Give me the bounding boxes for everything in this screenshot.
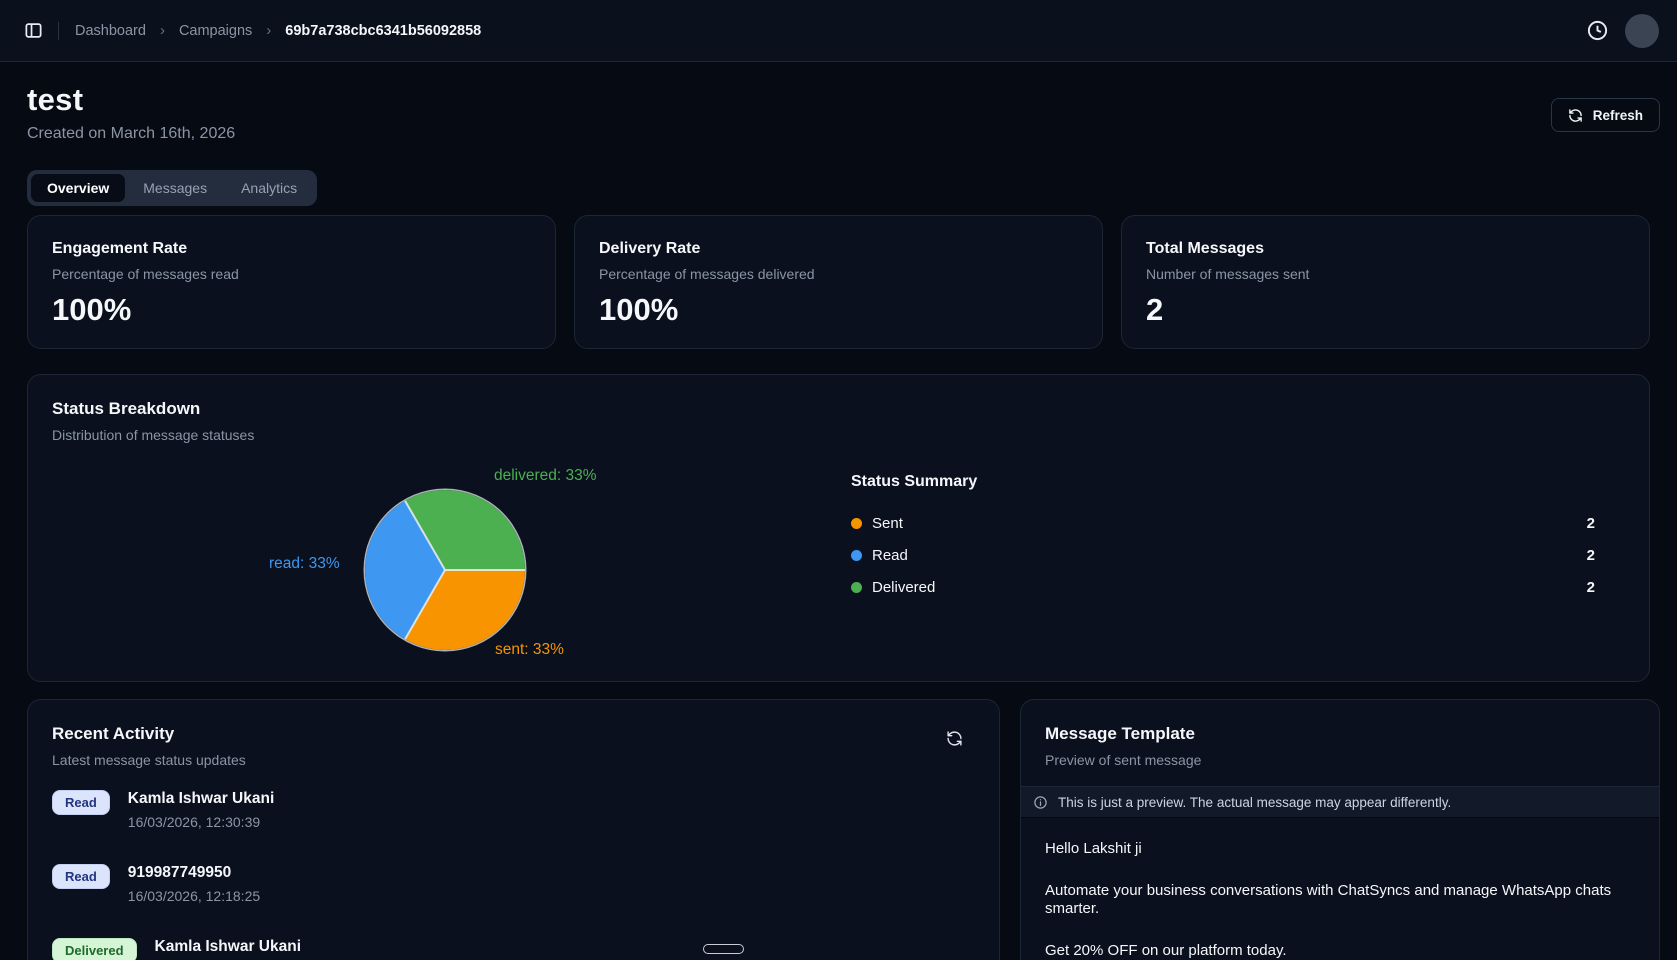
list-item: Read Kamla Ishwar Ukani 16/03/2026, 12:3…: [52, 790, 975, 830]
created-date: Created on March 16th, 2026: [27, 125, 236, 142]
summary-row-read: Read 2: [851, 539, 1595, 571]
stat-title: Total Messages: [1146, 240, 1264, 257]
stat-title: Delivery Rate: [599, 240, 701, 257]
status-summary: Status Summary Sent 2 Read 2 Delivered 2: [851, 473, 1595, 603]
template-preview-body: Hello Lakshit ji Automate your business …: [1021, 818, 1659, 960]
activity-list: Read Kamla Ishwar Ukani 16/03/2026, 12:3…: [52, 790, 975, 960]
template-line: Automate your business conversations wit…: [1045, 882, 1612, 917]
stat-card-engagement-rate: Engagement Rate Percentage of messages r…: [27, 215, 556, 349]
panel-left-icon: [24, 21, 43, 40]
pie-slice-divider: [404, 569, 446, 640]
recent-activity-card: Recent Activity Latest message status up…: [27, 699, 1000, 960]
template-line: Get 20% OFF on our platform today.: [1045, 942, 1287, 959]
stat-value: 2: [1146, 292, 1164, 327]
summary-label: Read: [872, 546, 908, 564]
stat-card-total-messages: Total Messages Number of messages sent 2: [1121, 215, 1650, 349]
bottom-row: Recent Activity Latest message status up…: [27, 699, 1660, 960]
message-template-title: Message Template: [1045, 724, 1195, 743]
template-line: Hello Lakshit ji: [1045, 840, 1142, 857]
stat-value: 100%: [599, 292, 679, 327]
sent-dot-icon: [851, 517, 862, 529]
stat-subtitle: Percentage of messages read: [52, 266, 239, 282]
campaign-detail-page: test Created on March 16th, 2026 Refresh…: [0, 82, 1677, 960]
scrollbar-thumb[interactable]: [703, 944, 744, 954]
recent-activity-title: Recent Activity: [52, 724, 175, 743]
refresh-icon: [946, 730, 963, 747]
tab-overview[interactable]: Overview: [31, 174, 126, 202]
status-breakdown-title: Status Breakdown: [52, 399, 201, 418]
status-breakdown-card: Status Breakdown Distribution of message…: [27, 374, 1650, 682]
list-item: Delivered Kamla Ishwar Ukani 16/03/2026,…: [52, 938, 975, 960]
status-badge: Read: [52, 790, 110, 815]
refresh-button-label: Refresh: [1592, 107, 1643, 123]
message-template-card: Message Template Preview of sent message…: [1020, 699, 1660, 960]
stat-subtitle: Number of messages sent: [1146, 266, 1310, 282]
refresh-button[interactable]: Refresh: [1550, 98, 1660, 132]
user-avatar[interactable]: [1625, 13, 1659, 48]
read-dot-icon: [851, 549, 862, 561]
status-badge: Delivered: [52, 938, 137, 960]
tab-bar: Overview Messages Analytics: [27, 170, 318, 206]
chevron-right-icon: ›: [159, 22, 165, 39]
sidebar-toggle-button[interactable]: [18, 16, 48, 46]
topbar-divider: [58, 21, 59, 40]
summary-label: Delivered: [872, 578, 936, 596]
breadcrumb: Dashboard › Campaigns › 69b7a738cbc6341b…: [75, 22, 481, 39]
message-template-subtitle: Preview of sent message: [1045, 752, 1202, 768]
timestamp: 16/03/2026, 12:18:25: [127, 888, 261, 904]
timestamp: 16/03/2026, 12:30:39: [127, 814, 261, 830]
preview-notice-text: This is just a preview. The actual messa…: [1058, 794, 1452, 810]
summary-row-delivered: Delivered 2: [851, 571, 1595, 603]
breadcrumb-dashboard[interactable]: Dashboard: [75, 22, 146, 39]
clock-icon: [1586, 19, 1609, 42]
contact-name: Kamla Ishwar Ukani: [154, 938, 301, 955]
summary-count: 2: [1586, 578, 1595, 596]
status-breakdown-subtitle: Distribution of message statuses: [52, 427, 255, 443]
pie-label-sent: sent: 33%: [495, 641, 564, 658]
refresh-icon: [1568, 108, 1583, 123]
stat-card-delivery-rate: Delivery Rate Percentage of messages del…: [574, 215, 1103, 349]
stat-title: Engagement Rate: [52, 240, 188, 257]
recent-activity-subtitle: Latest message status updates: [52, 752, 246, 768]
breadcrumb-campaign-id: 69b7a738cbc6341b56092858: [285, 22, 482, 39]
stat-value: 100%: [52, 292, 132, 327]
page-title: test: [27, 82, 84, 117]
summary-label: Sent: [872, 514, 903, 532]
pie-label-read: read: 33%: [269, 555, 340, 572]
breadcrumb-campaigns[interactable]: Campaigns: [178, 22, 253, 39]
status-summary-title: Status Summary: [851, 473, 978, 490]
activity-refresh-button[interactable]: [946, 730, 963, 747]
stat-subtitle: Percentage of messages delivered: [599, 266, 815, 282]
history-clock-button[interactable]: [1586, 19, 1609, 42]
contact-name: Kamla Ishwar Ukani: [127, 790, 275, 807]
status-badge: Read: [52, 864, 110, 889]
summary-count: 2: [1586, 514, 1595, 532]
status-pie-area: delivered: 33% sent: 33% read: 33% Statu…: [52, 467, 1625, 697]
info-icon: [1033, 795, 1048, 810]
preview-notice-banner: This is just a preview. The actual messa…: [1021, 786, 1659, 818]
stats-row: Engagement Rate Percentage of messages r…: [27, 215, 1650, 349]
summary-row-sent: Sent 2: [851, 507, 1595, 539]
tab-messages[interactable]: Messages: [143, 180, 208, 196]
list-item: Read 919987749950 16/03/2026, 12:18:25: [52, 864, 975, 904]
tab-analytics[interactable]: Analytics: [241, 180, 298, 196]
contact-name: 919987749950: [127, 864, 232, 881]
pie-slice-divider: [445, 569, 525, 571]
topbar: Dashboard › Campaigns › 69b7a738cbc6341b…: [0, 0, 1677, 62]
status-pie-chart: [365, 490, 525, 650]
chevron-right-icon: ›: [266, 22, 272, 39]
pie-slice-divider: [404, 500, 446, 571]
pie-label-delivered: delivered: 33%: [494, 467, 597, 484]
delivered-dot-icon: [851, 581, 862, 593]
summary-count: 2: [1586, 546, 1595, 564]
